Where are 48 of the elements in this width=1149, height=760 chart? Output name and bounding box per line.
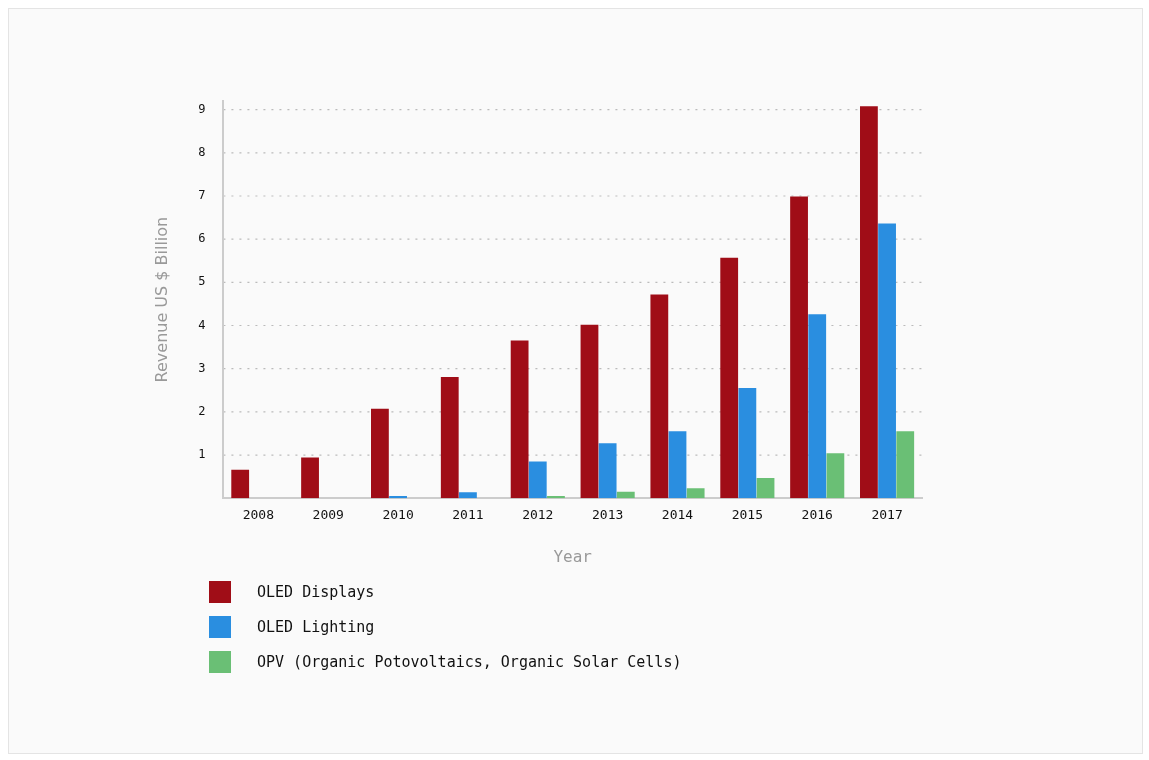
bar bbox=[459, 492, 477, 499]
bar bbox=[826, 453, 845, 499]
bar bbox=[580, 324, 599, 499]
y-tick-label: 8 bbox=[198, 144, 206, 159]
legend-label: OLED Lighting bbox=[257, 618, 375, 636]
x-tick-label: 2010 bbox=[382, 507, 414, 523]
bar bbox=[686, 488, 705, 499]
y-tick-label: 2 bbox=[198, 403, 206, 418]
x-tick-label: 2009 bbox=[312, 507, 344, 523]
legend-label: OPV (Organic Potovoltaics, Organic Solar Cells) bbox=[257, 653, 682, 671]
bar bbox=[598, 443, 617, 499]
y-tick-label: 4 bbox=[198, 317, 206, 332]
x-tick-label: 2013 bbox=[591, 507, 624, 523]
y-tick-label: 6 bbox=[198, 231, 206, 246]
x-tick-label: 2014 bbox=[661, 507, 694, 523]
bar bbox=[756, 477, 775, 499]
legend-label: OLED Displays bbox=[257, 583, 375, 601]
x-tick-label: 2008 bbox=[242, 507, 275, 523]
x-tick-label: 2011 bbox=[452, 507, 484, 523]
bar bbox=[547, 496, 565, 499]
bar bbox=[668, 431, 687, 499]
bar bbox=[371, 408, 389, 499]
bar bbox=[528, 461, 547, 499]
bar bbox=[616, 491, 635, 499]
x-tick-label: 2017 bbox=[871, 507, 903, 523]
bar bbox=[389, 496, 407, 499]
x-tick-label: 2015 bbox=[731, 507, 764, 523]
y-tick-label: 3 bbox=[198, 360, 206, 375]
bar bbox=[896, 431, 915, 499]
x-tick-label: 2012 bbox=[522, 507, 554, 523]
bar bbox=[860, 106, 878, 499]
y-tick-label: 7 bbox=[198, 188, 206, 203]
bar bbox=[720, 257, 739, 499]
bar bbox=[231, 469, 250, 499]
bar bbox=[650, 294, 669, 499]
bar bbox=[878, 223, 896, 499]
x-tick-label: 2016 bbox=[801, 507, 833, 523]
y-axis-title: Revenue US $ Billion bbox=[151, 216, 171, 383]
bar bbox=[808, 314, 827, 499]
y-tick-label: 5 bbox=[198, 274, 206, 289]
y-tick-label: 1 bbox=[198, 447, 206, 462]
bar bbox=[738, 388, 757, 499]
bar bbox=[510, 340, 529, 499]
bar bbox=[301, 457, 319, 499]
bar bbox=[790, 196, 808, 499]
bar bbox=[440, 376, 459, 499]
y-tick-label: 9 bbox=[198, 101, 206, 116]
x-axis-title: Year bbox=[553, 546, 593, 566]
